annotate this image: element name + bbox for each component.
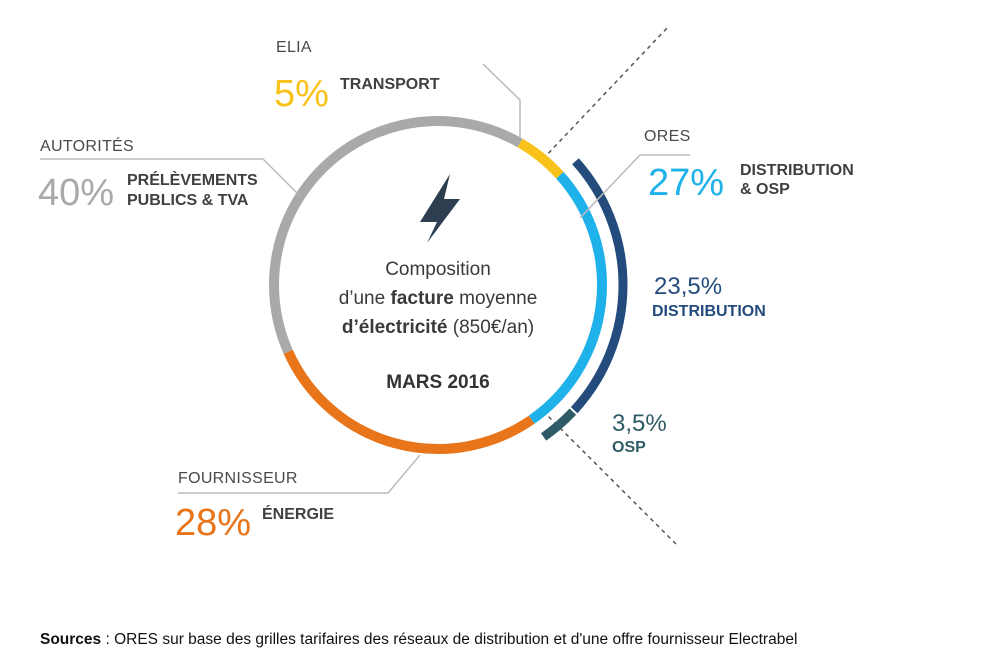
leader-line-ores — [579, 154, 690, 219]
lightning-icon — [420, 174, 460, 243]
slice-elia — [517, 138, 564, 179]
slice-fournisseur — [283, 349, 535, 454]
slice-label-elia: TRANSPORT — [340, 76, 440, 93]
sources-note: Sources : ORES sur base des grilles tari… — [40, 631, 798, 648]
slice-label-autorites-2: PUBLICS & TVA — [127, 192, 249, 209]
ring — [269, 116, 607, 454]
dashed-guide-upper — [542, 26, 669, 160]
slice-autorit-s — [269, 116, 523, 354]
leader-line-elia — [482, 63, 521, 138]
category-ores: ORES — [644, 128, 691, 145]
slice-label-ores-1: DISTRIBUTION — [740, 162, 854, 179]
category-elia: ELIA — [276, 39, 312, 56]
slice-label-ores-2: & OSP — [740, 181, 790, 198]
center-line-3: d’électricité (850€/an) — [342, 317, 534, 338]
category-fournisseur: FOURNISSEUR — [178, 470, 298, 487]
center-line-1: Composition — [385, 259, 491, 280]
sub-slice-osp — [540, 408, 577, 441]
value-label-ores: 27% — [648, 162, 724, 204]
category-autorites: AUTORITÉS — [40, 136, 134, 155]
center-line-2: d’une facture moyenne — [339, 288, 538, 309]
value-label-elia: 5% — [274, 73, 329, 115]
leader-line-autorites — [40, 158, 301, 197]
slice-label-autorites-1: PRÉLÈVEMENTS — [127, 170, 258, 189]
leader-line-fournisseur — [178, 454, 421, 494]
sub-ring — [540, 158, 628, 441]
value-label-fournisseur: 28% — [175, 502, 251, 544]
slice-label-distribution: DISTRIBUTION — [652, 303, 766, 320]
slice-label-fournisseur: ÉNERGIE — [262, 504, 334, 523]
slice-label-osp: OSP — [612, 439, 646, 456]
sub-slice-distribution — [570, 158, 628, 414]
value-label-autorites: 40% — [38, 172, 114, 214]
value-label-osp: 3,5% — [612, 410, 667, 437]
value-label-distribution: 23,5% — [654, 273, 722, 300]
center-date: MARS 2016 — [386, 372, 490, 393]
slice-ores — [528, 171, 607, 424]
